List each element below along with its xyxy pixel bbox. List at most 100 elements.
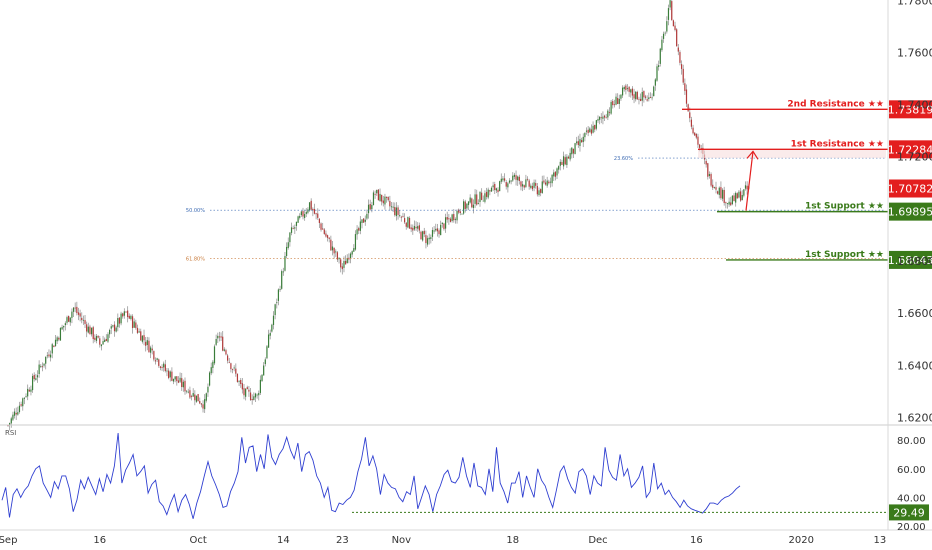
time-tick-label: 23 (336, 535, 349, 546)
candle-body (284, 256, 286, 271)
candle-body (220, 336, 222, 338)
level-label: 2nd Resistance ★★ (787, 99, 884, 109)
candle-body (358, 228, 360, 231)
candle-body (248, 389, 250, 392)
candle-body (15, 412, 17, 415)
projection-arrow-head (746, 150, 759, 160)
candle-body (605, 117, 607, 119)
time-tick-label: 16 (93, 535, 106, 546)
candle-body (721, 189, 724, 199)
candle-body (346, 257, 348, 264)
candle-body (469, 197, 471, 203)
candle-body (620, 94, 622, 99)
candle-body (428, 237, 430, 240)
candle-body (131, 316, 134, 329)
candle-body (159, 366, 162, 368)
candle-body (43, 363, 45, 366)
candle-body (79, 313, 81, 317)
candle-body (436, 228, 438, 232)
candle-body (9, 423, 11, 426)
candle-body (40, 365, 42, 367)
candle-body (499, 181, 501, 192)
candle-body (723, 189, 725, 203)
candle-body (168, 370, 170, 378)
candle-body (25, 396, 27, 397)
candle-body (717, 191, 719, 194)
candle-body (551, 174, 553, 184)
candle-body (72, 307, 75, 312)
price-pane: 23.60% 50.00% 61.80% 2nd Resistance ★★ 1st R… (7, 0, 888, 431)
candle-body (61, 327, 63, 330)
candle-body (671, 1, 673, 21)
candle-body (41, 366, 44, 368)
candle-body (118, 317, 121, 324)
candle-body (169, 371, 171, 378)
candle-body (20, 404, 22, 406)
candle-body (728, 201, 730, 205)
candle-body (607, 110, 609, 118)
candle-body (279, 289, 281, 290)
candle-body (417, 226, 419, 229)
candle-body (110, 326, 112, 329)
candle-body (353, 248, 355, 252)
candle-body (364, 219, 366, 222)
candle-body (240, 379, 242, 385)
candle-body (100, 344, 103, 347)
candle-body (282, 271, 284, 273)
candle-body (149, 347, 152, 353)
candle-body (140, 331, 142, 341)
candle-body (308, 202, 311, 211)
candle-body (12, 414, 14, 420)
candle-body (341, 266, 343, 270)
candle-body (233, 367, 235, 369)
candle-body (571, 147, 573, 155)
candle-body (621, 87, 624, 96)
candle-body (579, 139, 581, 147)
price-tick-label: 1.74000 (897, 99, 932, 112)
candle-body (433, 230, 435, 232)
level-label: 1st Support ★★ (805, 202, 884, 212)
price-axis[interactable]: 1.73819 1.72284 1.69895 1.68043 1.78000 1.760… (888, 0, 932, 424)
candle-body (515, 175, 517, 180)
candle-body (315, 213, 317, 215)
candle-body (392, 206, 394, 208)
candle-body (438, 230, 440, 235)
candle-body (595, 120, 597, 129)
level-price-tag (889, 100, 932, 119)
candle-body (387, 197, 389, 201)
candle-body (685, 89, 688, 104)
candle-body (382, 200, 384, 204)
rsi-tick-label: 60.00 (897, 465, 926, 476)
price-tick-label: 1.72000 (897, 151, 932, 164)
candle-body (50, 354, 52, 358)
candle-body (138, 331, 140, 333)
time-axis[interactable]: Sep 16 Oct 14 23 Nov 18 Dec 16 2020 13 (0, 535, 886, 546)
candle-body (413, 226, 416, 230)
price-tick-label: 1.62000 (897, 411, 932, 424)
candle-body (744, 185, 747, 189)
candle-body (395, 207, 398, 217)
candle-body (372, 192, 375, 206)
candle-body (379, 193, 381, 202)
level-price-tag-text: 1.68043 (888, 254, 932, 267)
candle-body (531, 185, 534, 190)
candle-body (51, 344, 53, 354)
candle-body (394, 207, 396, 216)
candle-body (30, 389, 32, 392)
candle-body (215, 338, 217, 345)
candle-body (730, 202, 732, 206)
candle-body (404, 218, 406, 223)
candle-body (310, 200, 312, 210)
candle-body (297, 216, 299, 223)
candle-body (325, 233, 327, 237)
candle-body (305, 211, 307, 214)
candle-body (264, 359, 266, 365)
candle-body (425, 235, 427, 244)
candle-body (664, 32, 666, 34)
rsi-axis[interactable]: 29.49 80.00 60.00 40.00 20.00 (889, 436, 929, 533)
time-tick-label: 18 (506, 535, 519, 546)
candle-body (194, 394, 196, 401)
candle-body (115, 327, 117, 332)
candle-body (720, 187, 722, 199)
